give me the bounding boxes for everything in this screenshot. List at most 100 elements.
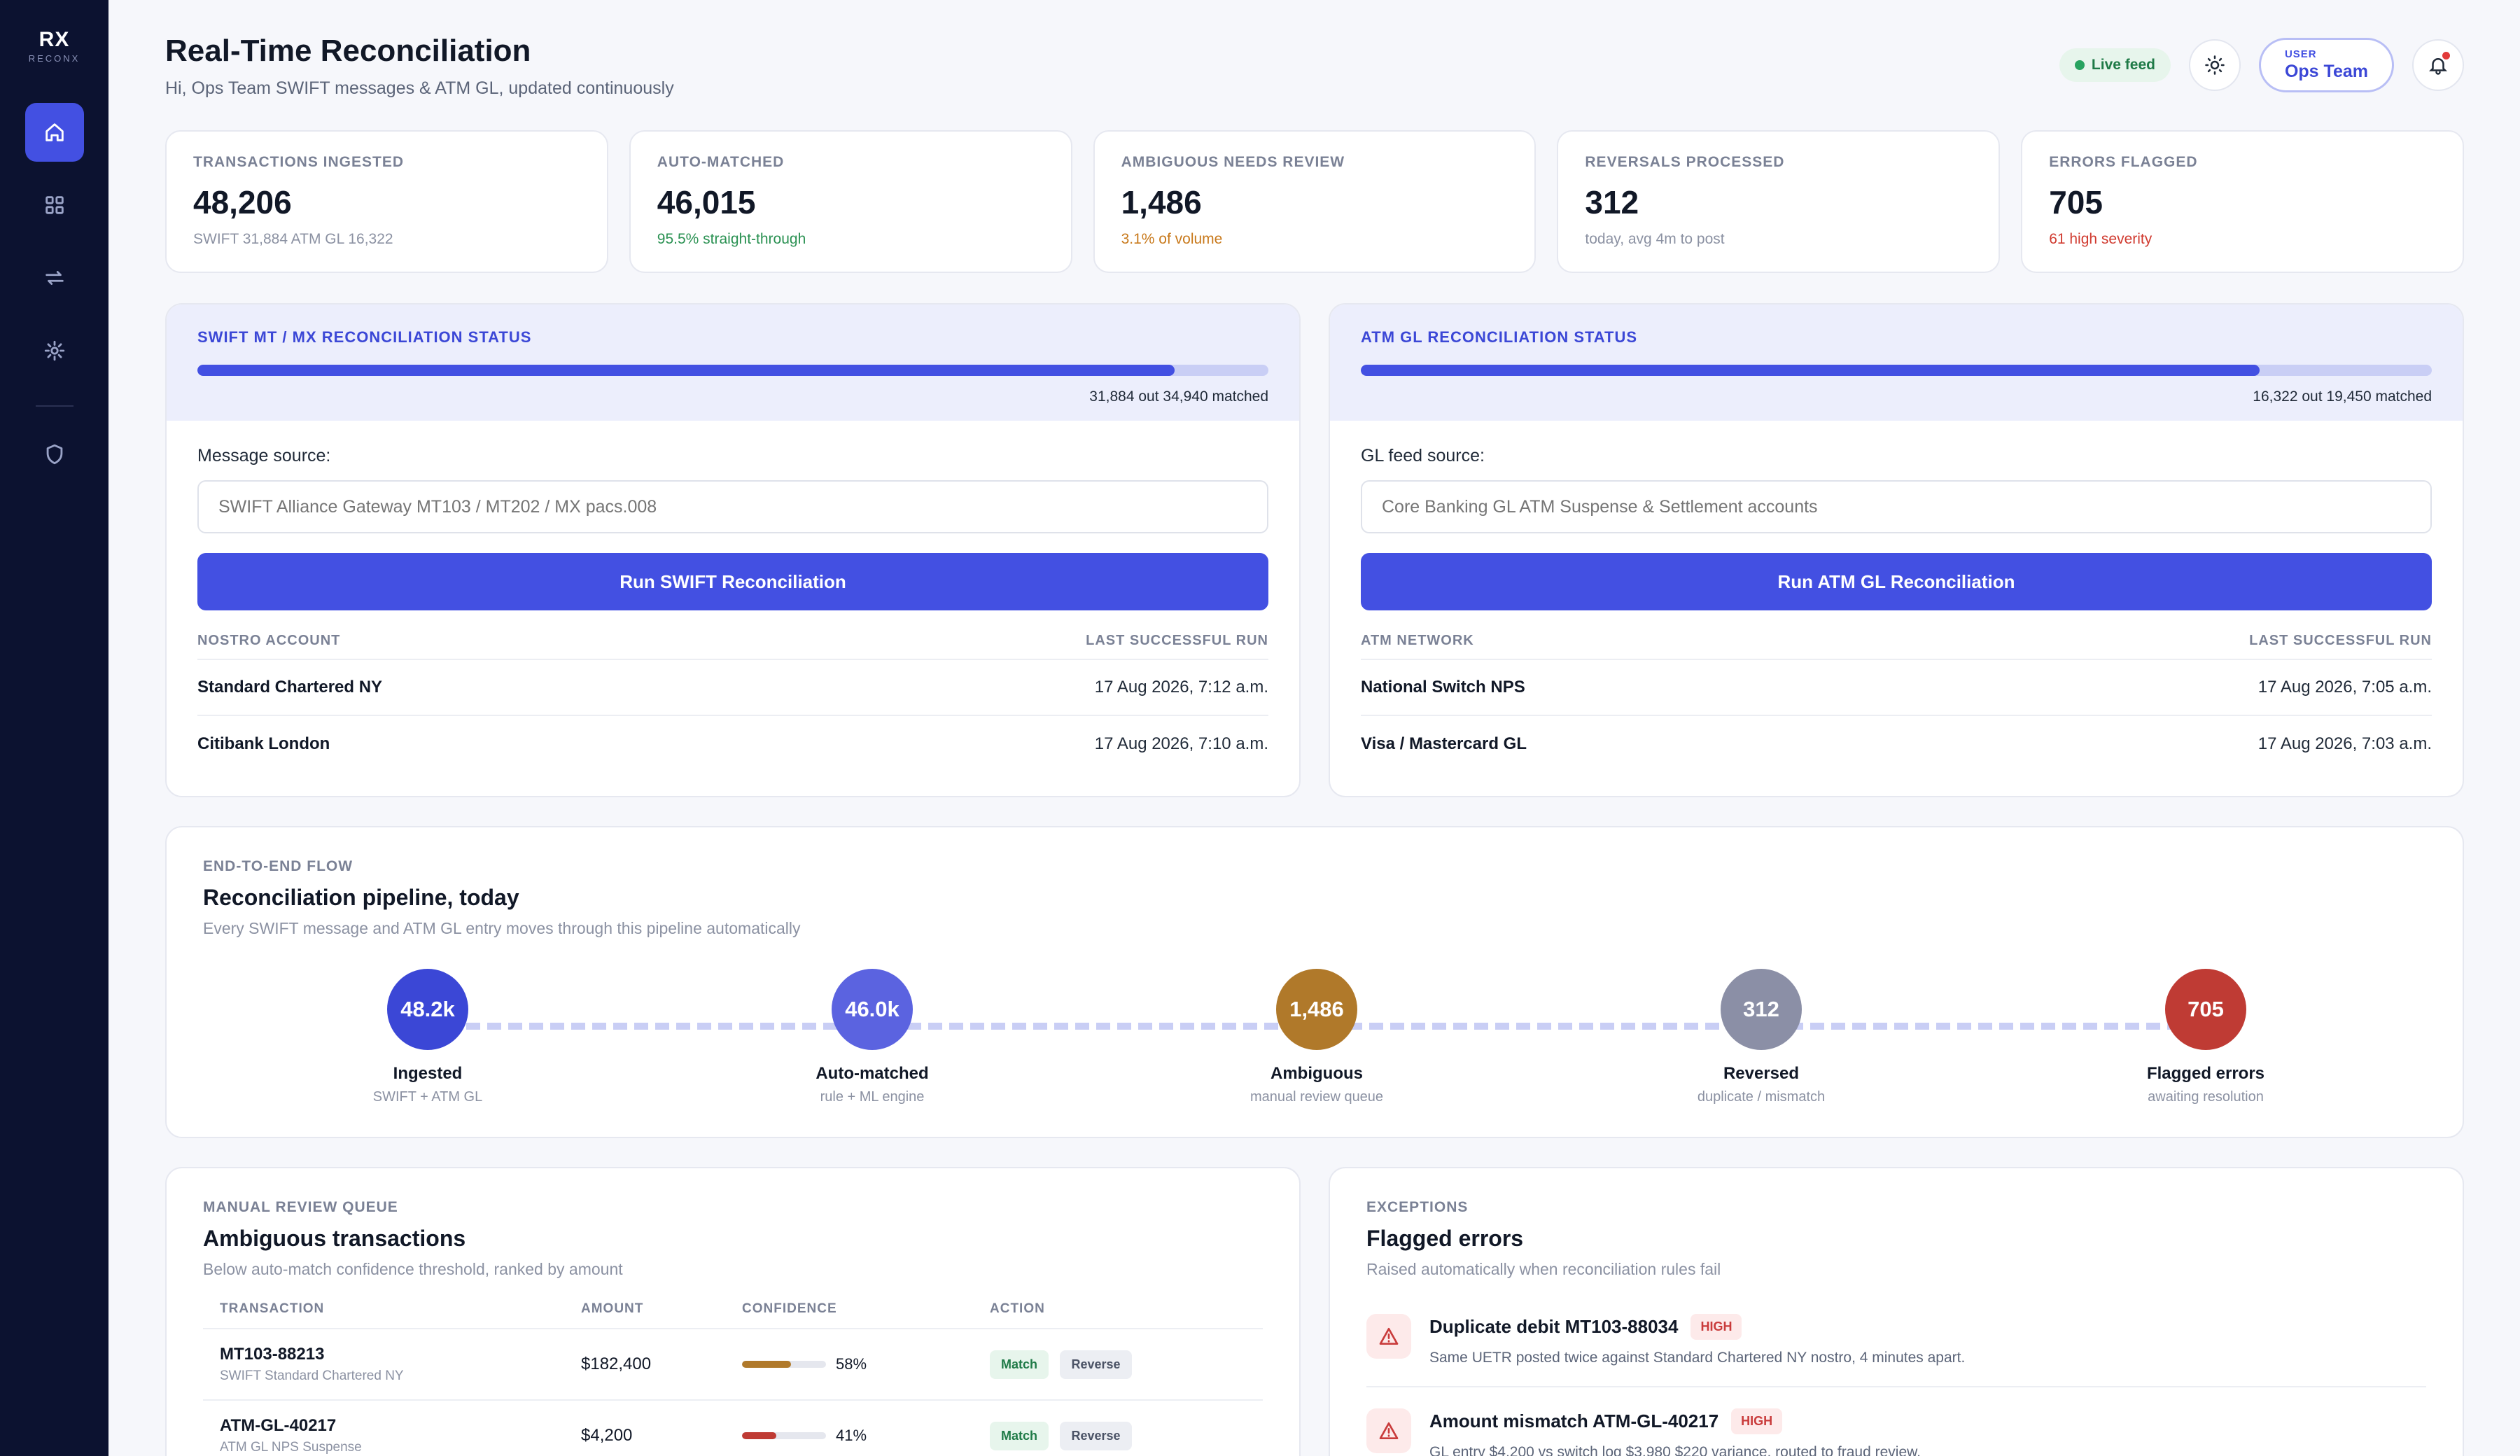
stage-circle: 312 — [1721, 969, 1802, 1050]
col-confidence: CONFIDENCE — [742, 1301, 837, 1316]
col-amount: AMOUNT — [581, 1301, 644, 1316]
stat-card-errors: ERRORS FLAGGED 705 61 high severity — [2021, 130, 2464, 273]
confidence-fill — [742, 1361, 791, 1368]
atm-progress-bar — [1361, 365, 2432, 376]
run-swift-button[interactable]: Run SWIFT Reconciliation — [197, 553, 1268, 610]
row-name: Standard Chartered NY — [197, 678, 383, 696]
row-name: Visa / Mastercard GL — [1361, 734, 1527, 753]
stage-sub: awaiting resolution — [2148, 1089, 2264, 1105]
swift-progress-text: 31,884 out 34,940 matched — [1089, 388, 1268, 405]
error-content: Amount mismatch ATM-GL-40217 HIGH GL ent… — [1429, 1408, 1921, 1456]
atm-status-title: ATM GL RECONCILIATION STATUS — [1361, 328, 1638, 346]
pipeline-stage-auto-matched[interactable]: 46.0k Auto-matched rule + ML engine — [753, 969, 991, 1105]
stage-sub: manual review queue — [1250, 1089, 1384, 1105]
transaction-source: ATM GL NPS Suspense — [220, 1440, 362, 1455]
col-nostro-account: NOSTRO ACCOUNT — [197, 633, 341, 648]
list-item[interactable]: Duplicate debit MT103-88034 HIGH Same UE… — [1366, 1293, 2426, 1387]
stat-card-ambiguous: AMBIGUOUS NEEDS REVIEW 1,486 3.1% of vol… — [1093, 130, 1536, 273]
user-menu-button[interactable]: USER Ops Team — [2258, 38, 2394, 92]
table-row[interactable]: Visa / Mastercard GL 17 Aug 2026, 7:03 a… — [1361, 716, 2432, 772]
action-cell: Match Reverse — [990, 1421, 1246, 1450]
atm-network-table: ATM NETWORK LAST SUCCESSFUL RUN National… — [1361, 633, 2432, 772]
theme-toggle-button[interactable] — [2188, 39, 2241, 91]
row-name: Citibank London — [197, 734, 330, 753]
nav-settings[interactable] — [25, 321, 84, 380]
transaction-id: MT103-88213 — [220, 1345, 325, 1364]
nav-dashboard[interactable] — [25, 176, 84, 234]
swift-progress-bar — [197, 365, 1268, 376]
confidence-fill — [742, 1432, 777, 1439]
confidence-bar — [742, 1361, 826, 1368]
warning-icon — [1379, 1422, 1399, 1439]
pipeline-stage-ambiguous[interactable]: 1,486 Ambiguous manual review queue — [1198, 969, 1436, 1105]
user-tag: USER — [2284, 48, 2317, 60]
atm-source-input[interactable] — [1361, 480, 2432, 533]
run-atm-button[interactable]: Run ATM GL Reconciliation — [1361, 553, 2432, 610]
match-button[interactable]: Match — [990, 1421, 1049, 1450]
live-feed-badge: Live feed — [2059, 48, 2171, 82]
swift-recon-panel: SWIFT MT / MX RECONCILIATION STATUS 31,8… — [165, 303, 1301, 797]
shield-icon — [46, 444, 62, 465]
stat-label: AMBIGUOUS NEEDS REVIEW — [1121, 154, 1345, 170]
page-subtitle: Hi, Ops Team SWIFT messages & ATM GL, up… — [165, 78, 674, 98]
list-item[interactable]: Amount mismatch ATM-GL-40217 HIGH GL ent… — [1366, 1387, 2426, 1456]
match-button[interactable]: Match — [990, 1350, 1049, 1379]
page-header: Real-Time Reconciliation Hi, Ops Team SW… — [165, 34, 2464, 104]
pipeline-stage-flagged[interactable]: 705 Flagged errors awaiting resolution — [2087, 969, 2325, 1105]
stage-name: Ambiguous — [1270, 1064, 1363, 1083]
swift-source-input[interactable] — [197, 480, 1268, 533]
exceptions-eyebrow: EXCEPTIONS — [1366, 1199, 1469, 1215]
stage-sub: SWIFT + ATM GL — [372, 1089, 483, 1105]
stage-sub: duplicate / mismatch — [1697, 1089, 1826, 1105]
exceptions-title: Flagged errors — [1366, 1226, 1524, 1251]
table-row[interactable]: Standard Chartered NY 17 Aug 2026, 7:12 … — [197, 660, 1268, 716]
queue-table-header: TRANSACTION AMOUNT CONFIDENCE ACTION — [203, 1301, 1263, 1329]
error-title: Amount mismatch ATM-GL-40217 — [1429, 1410, 1719, 1432]
col-transaction: TRANSACTION — [220, 1301, 325, 1316]
table-row[interactable]: National Switch NPS 17 Aug 2026, 7:05 a.… — [1361, 660, 2432, 716]
row-time: 17 Aug 2026, 7:05 a.m. — [2258, 678, 2432, 696]
notifications-button[interactable] — [2412, 39, 2464, 91]
atm-progress-text: 16,322 out 19,450 matched — [2253, 388, 2432, 405]
table-row[interactable]: Citibank London 17 Aug 2026, 7:10 a.m. — [197, 716, 1268, 772]
transaction-cell: ATM-GL-40217 ATM GL NPS Suspense — [220, 1416, 581, 1455]
amount-cell: $4,200 — [581, 1426, 633, 1445]
table-header: ATM NETWORK LAST SUCCESSFUL RUN — [1361, 633, 2432, 660]
logo-subtitle: RECONX — [28, 53, 80, 64]
swift-source-label: Message source: — [197, 446, 331, 465]
logo-text: RX — [38, 28, 70, 51]
table-row[interactable]: ATM-GL-40217 ATM GL NPS Suspense $4,200 … — [203, 1401, 1263, 1456]
pipeline-stage-ingested[interactable]: 48.2k Ingested SWIFT + ATM GL — [309, 969, 547, 1105]
brand-logo[interactable]: RX RECONX — [29, 28, 80, 64]
queue-eyebrow: MANUAL REVIEW QUEUE — [203, 1199, 398, 1215]
confidence-value: 58% — [836, 1355, 867, 1373]
error-content: Duplicate debit MT103-88034 HIGH Same UE… — [1429, 1314, 1965, 1366]
swift-recon-body: Message source: Run SWIFT Reconciliation… — [167, 421, 1299, 772]
error-title: Duplicate debit MT103-88034 — [1429, 1316, 1679, 1337]
transfer-icon — [45, 271, 64, 285]
pipeline-stage-reversed[interactable]: 312 Reversed duplicate / mismatch — [1642, 969, 1880, 1105]
stage-sub: rule + ML engine — [820, 1089, 925, 1105]
grid-icon — [45, 196, 64, 214]
nav-security[interactable] — [25, 425, 84, 484]
severity-badge: HIGH — [1690, 1314, 1742, 1340]
row-name: National Switch NPS — [1361, 678, 1525, 696]
warning-icon — [1379, 1328, 1399, 1345]
confidence-cell: 58% — [742, 1355, 990, 1373]
page-title: Real-Time Reconciliation — [165, 34, 531, 68]
nav-home[interactable] — [24, 103, 84, 162]
col-action: ACTION — [990, 1301, 1045, 1316]
table-row[interactable]: MT103-88213 SWIFT Standard Chartered NY … — [203, 1329, 1263, 1401]
row-time: 17 Aug 2026, 7:03 a.m. — [2258, 734, 2432, 753]
nav-reconcile[interactable] — [25, 248, 84, 307]
confidence-bar — [742, 1432, 826, 1439]
stage-circle: 1,486 — [1276, 969, 1357, 1050]
reverse-button[interactable]: Reverse — [1060, 1421, 1132, 1450]
stat-card-ingested: TRANSACTIONS INGESTED 48,206 SWIFT 31,88… — [165, 130, 608, 273]
col-last-run: LAST SUCCESSFUL RUN — [1086, 633, 1268, 648]
col-last-run: LAST SUCCESSFUL RUN — [2249, 633, 2432, 648]
home-icon — [45, 123, 64, 141]
sun-icon — [2205, 55, 2225, 75]
pipeline-panel: END-TO-END FLOW Reconciliation pipeline,… — [165, 826, 2464, 1138]
reverse-button[interactable]: Reverse — [1060, 1350, 1132, 1379]
